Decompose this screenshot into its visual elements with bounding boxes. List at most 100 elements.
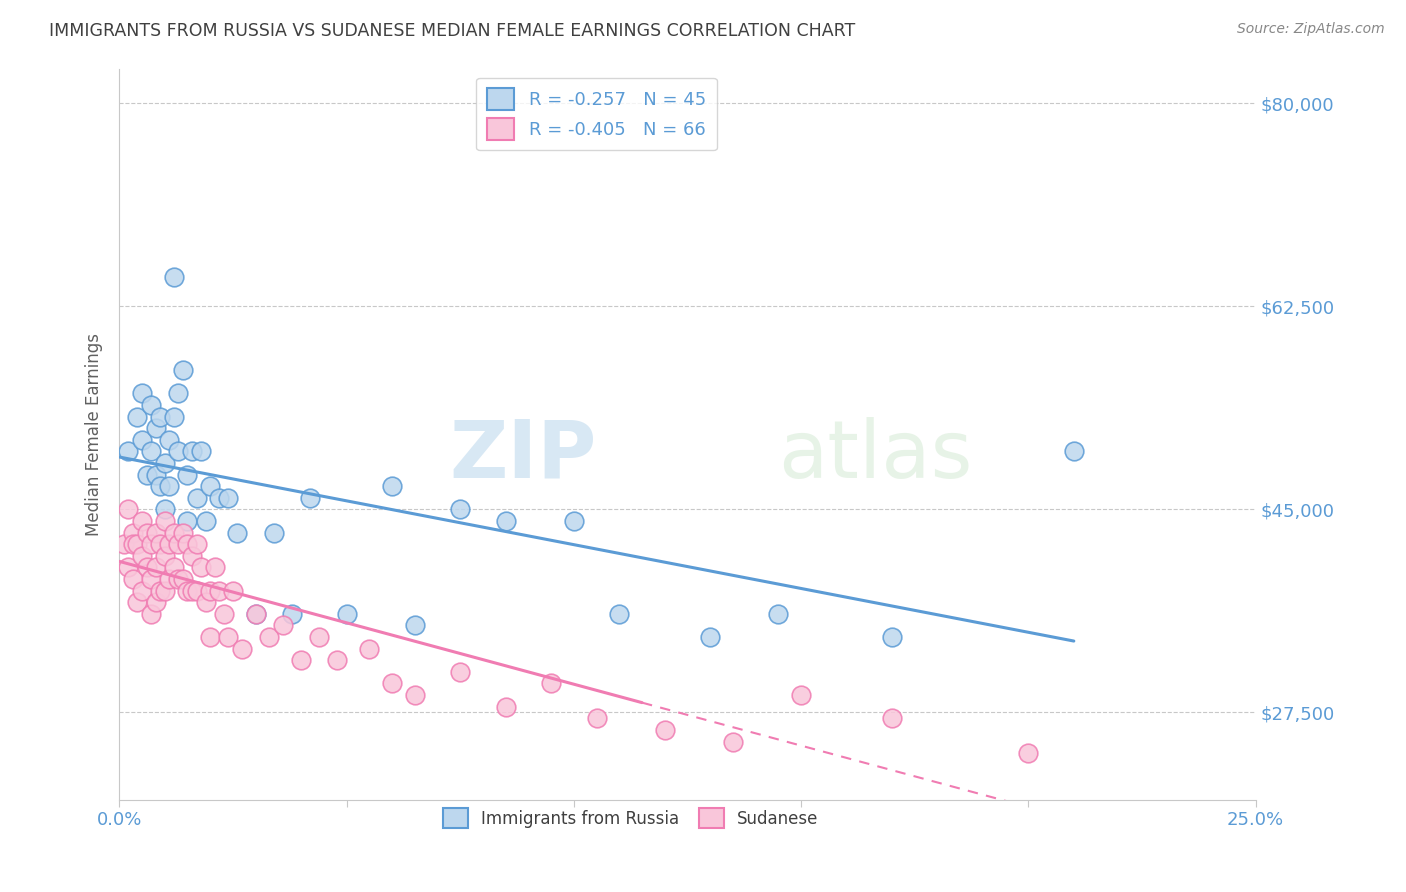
Point: [186, 583, 208, 598]
Point: [145, 421, 167, 435]
Point: [699, 630, 721, 644]
Point: [231, 641, 253, 656]
Point: [186, 491, 208, 505]
Point: [190, 444, 212, 458]
Point: [540, 676, 562, 690]
Point: [139, 607, 162, 621]
Point: [112, 537, 135, 551]
Point: [163, 560, 186, 574]
Point: [139, 398, 162, 412]
Point: [198, 479, 221, 493]
Point: [122, 525, 145, 540]
Point: [153, 514, 176, 528]
Point: [149, 583, 172, 598]
Point: [145, 525, 167, 540]
Point: [263, 525, 285, 540]
Point: [186, 537, 208, 551]
Point: [562, 514, 585, 528]
Point: [131, 583, 153, 598]
Point: [721, 734, 744, 748]
Point: [172, 572, 194, 586]
Point: [117, 444, 139, 458]
Point: [790, 688, 813, 702]
Point: [404, 618, 426, 632]
Point: [226, 525, 249, 540]
Point: [190, 560, 212, 574]
Point: [145, 560, 167, 574]
Point: [176, 467, 198, 482]
Point: [153, 583, 176, 598]
Point: [157, 572, 180, 586]
Point: [271, 618, 294, 632]
Point: [359, 641, 381, 656]
Point: [880, 711, 903, 725]
Point: [127, 537, 149, 551]
Point: [326, 653, 349, 667]
Point: [299, 491, 322, 505]
Point: [290, 653, 312, 667]
Point: [222, 583, 245, 598]
Point: [131, 549, 153, 563]
Point: [245, 607, 267, 621]
Point: [149, 409, 172, 424]
Point: [768, 607, 790, 621]
Point: [153, 549, 176, 563]
Point: [404, 688, 426, 702]
Point: [495, 699, 517, 714]
Point: [131, 433, 153, 447]
Point: [495, 514, 517, 528]
Point: [131, 514, 153, 528]
Legend: Immigrants from Russia, Sudanese: Immigrants from Russia, Sudanese: [436, 801, 825, 835]
Point: [212, 607, 235, 621]
Point: [585, 711, 607, 725]
Point: [139, 537, 162, 551]
Point: [449, 502, 471, 516]
Point: [181, 583, 204, 598]
Point: [153, 456, 176, 470]
Point: [259, 630, 281, 644]
Point: [172, 363, 194, 377]
Point: [1063, 444, 1085, 458]
Point: [139, 444, 162, 458]
Point: [281, 607, 304, 621]
Point: [880, 630, 903, 644]
Point: [117, 560, 139, 574]
Point: [176, 514, 198, 528]
Point: [117, 502, 139, 516]
Text: ZIP: ZIP: [450, 417, 596, 495]
Point: [163, 409, 186, 424]
Point: [181, 549, 204, 563]
Point: [145, 595, 167, 609]
Text: IMMIGRANTS FROM RUSSIA VS SUDANESE MEDIAN FEMALE EARNINGS CORRELATION CHART: IMMIGRANTS FROM RUSSIA VS SUDANESE MEDIA…: [49, 22, 855, 40]
Point: [208, 583, 231, 598]
Point: [335, 607, 357, 621]
Point: [122, 572, 145, 586]
Point: [381, 479, 404, 493]
Point: [167, 572, 190, 586]
Point: [157, 537, 180, 551]
Point: [153, 502, 176, 516]
Y-axis label: Median Female Earnings: Median Female Earnings: [86, 333, 103, 535]
Point: [135, 467, 157, 482]
Point: [127, 595, 149, 609]
Point: [607, 607, 630, 621]
Point: [163, 270, 186, 285]
Point: [194, 595, 217, 609]
Point: [449, 665, 471, 679]
Point: [198, 583, 221, 598]
Point: [149, 537, 172, 551]
Point: [157, 433, 180, 447]
Point: [1017, 746, 1039, 760]
Point: [217, 630, 239, 644]
Point: [127, 409, 149, 424]
Point: [157, 479, 180, 493]
Point: [131, 386, 153, 401]
Point: [654, 723, 676, 737]
Point: [245, 607, 267, 621]
Point: [176, 583, 198, 598]
Point: [217, 491, 239, 505]
Point: [163, 525, 186, 540]
Point: [181, 444, 204, 458]
Point: [172, 525, 194, 540]
Point: [139, 572, 162, 586]
